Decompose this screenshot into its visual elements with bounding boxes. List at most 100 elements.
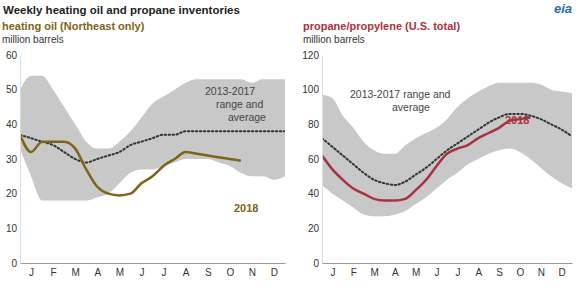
y-axis-title: million barrels <box>303 34 365 45</box>
average-line <box>322 114 572 185</box>
y-axis: 0 10 20 30 40 50 60 <box>6 50 21 269</box>
y-tick-label: 30 <box>6 154 18 165</box>
x-tick-label: M <box>116 267 124 278</box>
y-tick: 0 <box>313 258 322 269</box>
x-tick: M <box>412 263 420 278</box>
annotation: average <box>392 101 430 113</box>
x-axis-line <box>21 263 286 264</box>
y-tick: 30 <box>6 154 20 165</box>
y-tick-label: 20 <box>6 188 18 199</box>
x-axis-line <box>323 263 573 264</box>
x-tick: A <box>392 263 399 278</box>
y-tick: 60 <box>6 50 20 61</box>
x-tick: N <box>538 263 545 278</box>
x-axis: JFMAMJJASOND <box>21 263 286 278</box>
x-tick-label: M <box>370 267 378 278</box>
series-label: 2018 <box>234 202 258 214</box>
y-tick-label: 50 <box>6 84 18 95</box>
x-tick-label: D <box>558 267 565 278</box>
y-tick-label: 10 <box>6 223 18 234</box>
y-tick-label: 60 <box>6 50 18 61</box>
average-line <box>20 131 285 162</box>
series-line <box>322 117 530 200</box>
y-tick-label: 120 <box>302 50 319 61</box>
y-tick-label: 0 <box>313 258 319 269</box>
x-tick-label: A <box>183 267 190 278</box>
title: Weekly heating oil and propane inventori… <box>3 4 240 16</box>
y-tick-label: 80 <box>308 119 320 130</box>
y-tick-label: 20 <box>308 223 320 234</box>
y-tick: 40 <box>6 119 20 130</box>
annotation: 2013-2017 range and <box>350 88 451 100</box>
x-tick-label: J <box>330 267 335 278</box>
y-tick-label: 60 <box>308 154 320 165</box>
range-band <box>322 83 572 216</box>
y-tick-label: 0 <box>11 258 17 269</box>
y-axis-line <box>20 56 21 264</box>
x-tick: N <box>249 263 256 278</box>
y-axis-line <box>322 56 323 264</box>
x-tick: J <box>330 263 335 278</box>
x-tick: S <box>496 263 503 278</box>
x-tick: J <box>29 263 34 278</box>
plot-area <box>322 83 572 216</box>
x-tick-label: S <box>205 267 212 278</box>
annotation: 2013-2017 <box>205 85 255 97</box>
x-tick: M <box>72 263 80 278</box>
y-tick: 100 <box>302 84 322 95</box>
y-tick: 80 <box>308 119 322 130</box>
x-tick-label: O <box>226 267 234 278</box>
x-tick-label: J <box>139 267 144 278</box>
x-tick: J <box>435 263 440 278</box>
chart-root: Weekly heating oil and propane inventori… <box>0 0 576 288</box>
x-tick-label: A <box>475 267 482 278</box>
x-tick-label: F <box>51 267 57 278</box>
x-tick-label: D <box>271 267 278 278</box>
x-tick-label: J <box>435 267 440 278</box>
x-tick: A <box>94 263 101 278</box>
plot-area <box>20 76 285 201</box>
x-tick: A <box>183 263 190 278</box>
x-tick-label: F <box>351 267 357 278</box>
x-tick-label: M <box>412 267 420 278</box>
y-tick: 10 <box>6 223 20 234</box>
y-tick: 20 <box>308 223 322 234</box>
x-tick: M <box>116 263 124 278</box>
y-axis: 0 20 40 60 80 100 120 <box>302 50 322 269</box>
logo: eia <box>554 1 572 16</box>
x-tick: J <box>455 263 460 278</box>
x-tick: D <box>558 263 565 278</box>
x-tick-label: N <box>249 267 256 278</box>
annotation: range and <box>216 98 263 110</box>
x-tick: F <box>51 263 57 278</box>
x-tick-label: J <box>455 267 460 278</box>
y-tick: 50 <box>6 84 20 95</box>
x-tick: D <box>271 263 278 278</box>
x-tick: M <box>370 263 378 278</box>
x-tick: O <box>517 263 525 278</box>
panel: heating oil (Northeast only) million barr… <box>2 20 286 278</box>
x-tick-label: O <box>517 267 525 278</box>
subtitle: propane/propylene (U.S. total) <box>303 20 460 32</box>
y-tick: 60 <box>308 154 322 165</box>
y-tick: 0 <box>11 258 20 269</box>
subtitle: heating oil (Northeast only) <box>2 20 145 32</box>
x-tick-label: M <box>72 267 80 278</box>
x-tick: J <box>162 263 167 278</box>
range-band <box>20 76 285 201</box>
x-tick-label: J <box>162 267 167 278</box>
x-tick-label: S <box>496 267 503 278</box>
annotation: average <box>228 111 266 123</box>
x-tick-label: N <box>538 267 545 278</box>
x-tick-label: A <box>94 267 101 278</box>
y-axis-title: million barrels <box>2 34 64 45</box>
y-tick-label: 40 <box>6 119 18 130</box>
x-tick-label: A <box>392 267 399 278</box>
x-tick: J <box>139 263 144 278</box>
panel: propane/propylene (U.S. total) million ba… <box>302 20 572 278</box>
y-tick: 20 <box>6 188 20 199</box>
y-tick-label: 100 <box>302 84 319 95</box>
x-tick-label: J <box>29 267 34 278</box>
y-tick: 40 <box>308 188 322 199</box>
y-tick: 120 <box>302 50 322 61</box>
